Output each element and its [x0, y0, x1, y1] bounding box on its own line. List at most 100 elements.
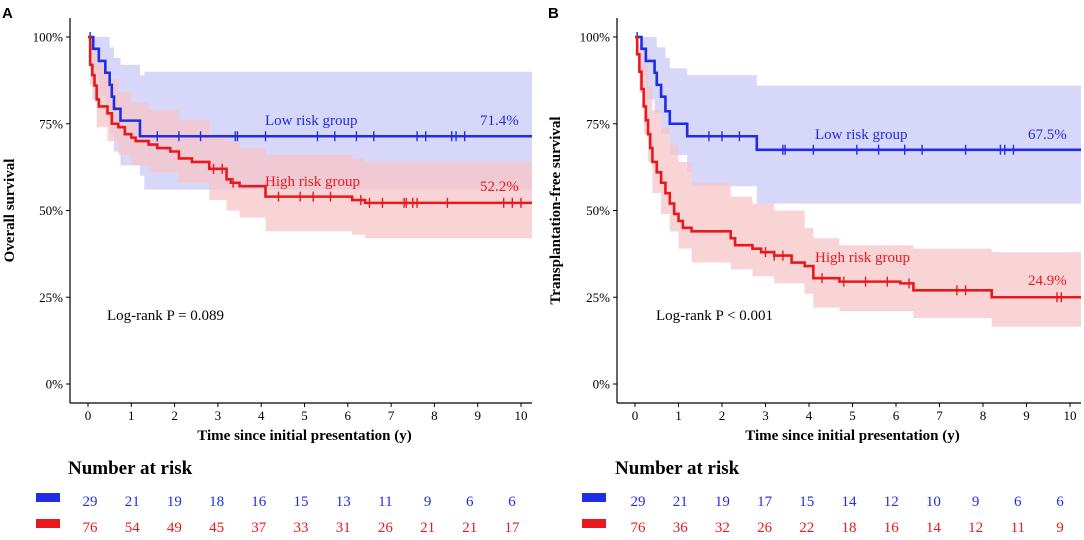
ci-band-high-risk [88, 37, 532, 239]
risk-count: 18 [209, 494, 224, 510]
risk-count: 6 [1056, 494, 1064, 510]
x-tick-label: 0 [632, 408, 639, 423]
low-risk-end-value: 67.5% [1028, 127, 1067, 143]
risk-count: 6 [466, 494, 474, 510]
risk-count: 22 [799, 520, 814, 536]
risk-count: 29 [631, 494, 646, 510]
x-tick-label: 0 [85, 408, 92, 423]
x-tick-label: 3 [215, 408, 222, 423]
risk-count: 37 [251, 520, 267, 536]
x-tick-label: 7 [936, 408, 943, 423]
x-tick-label: 2 [719, 408, 726, 423]
x-tick-label: 9 [474, 408, 481, 423]
risk-count: 54 [125, 520, 141, 536]
risk-table-title: Number at risk [68, 458, 193, 479]
risk-count: 76 [631, 520, 647, 536]
risk-count: 15 [799, 494, 814, 510]
y-tick-label: 100% [33, 30, 64, 45]
y-axis-title: Overall survival [2, 159, 18, 263]
risk-count: 49 [167, 520, 182, 536]
y-tick-label: 50% [586, 203, 610, 218]
x-tick-label: 5 [849, 408, 856, 423]
risk-count: 12 [884, 494, 899, 510]
y-tick-label: 25% [39, 290, 63, 305]
survival-curve-low-risk [635, 35, 1081, 152]
low-risk-label: Low risk group [815, 127, 908, 143]
y-axis-title: Transplantation-free survival [548, 116, 564, 304]
risk-count: 26 [378, 520, 394, 536]
x-tick-label: 8 [431, 408, 438, 423]
ci-band-low-risk [635, 37, 1081, 204]
x-tick-label: 6 [345, 408, 352, 423]
y-tick-label: 0% [46, 377, 64, 392]
risk-count: 17 [757, 494, 773, 510]
x-axis-title: Time since initial presentation (y) [197, 428, 411, 444]
x-tick-label: 1 [128, 408, 135, 423]
risk-legend-swatch-high-risk [582, 519, 606, 528]
y-tick-label: 50% [39, 203, 63, 218]
risk-count: 16 [884, 520, 900, 536]
x-tick-label: 2 [171, 408, 178, 423]
y-tick-label: 0% [593, 377, 611, 392]
panel-letter-a: A [2, 5, 13, 22]
risk-legend-swatch-high-risk [36, 519, 60, 528]
high-risk-end-value: 24.9% [1028, 273, 1067, 289]
risk-count: 19 [715, 494, 730, 510]
risk-count: 26 [757, 520, 773, 536]
x-tick-label: 4 [806, 408, 813, 423]
risk-count: 9 [1056, 520, 1064, 536]
risk-legend-swatch-low-risk [582, 493, 606, 502]
logrank-pvalue: Log-rank P = 0.089 [107, 308, 224, 324]
risk-table-title: Number at risk [615, 458, 740, 479]
risk-count: 36 [673, 520, 689, 536]
risk-count: 76 [83, 520, 99, 536]
y-tick-label: 75% [39, 116, 63, 131]
risk-count: 21 [462, 520, 477, 536]
risk-count: 19 [167, 494, 182, 510]
risk-count: 33 [294, 520, 309, 536]
y-tick-label: 25% [586, 290, 610, 305]
risk-count: 11 [1011, 520, 1025, 536]
risk-count: 13 [336, 494, 351, 510]
panel-b: B 0%25%50%75%100%0 1 2 3 4 5 6 7 8 9 10Transplanta… [548, 5, 1081, 536]
risk-count: 45 [209, 520, 224, 536]
low-risk-end-value: 71.4% [480, 113, 519, 129]
survival-curve-high-risk [88, 35, 532, 205]
x-tick-label: 4 [258, 408, 265, 423]
risk-count: 18 [842, 520, 857, 536]
risk-count: 14 [842, 494, 858, 510]
x-tick-label: 10 [1064, 408, 1077, 423]
risk-legend-swatch-low-risk [36, 493, 60, 502]
risk-count: 11 [378, 494, 392, 510]
ci-band-high-risk [635, 37, 1081, 327]
x-axis-title: Time since initial presentation (y) [745, 428, 959, 444]
low-risk-label: Low risk group [265, 113, 358, 129]
x-tick-label: 5 [301, 408, 308, 423]
panel-letter-b: B [548, 5, 559, 22]
survival-curve-high-risk [635, 35, 1081, 299]
x-tick-label: 10 [515, 408, 528, 423]
risk-count: 9 [424, 494, 432, 510]
x-tick-label: 7 [388, 408, 395, 423]
y-tick-label: 100% [580, 30, 611, 45]
risk-count: 31 [336, 520, 351, 536]
risk-count: 15 [294, 494, 309, 510]
x-tick-label: 8 [980, 408, 987, 423]
risk-count: 9 [972, 494, 980, 510]
x-tick-label: 9 [1023, 408, 1030, 423]
x-tick-label: 1 [675, 408, 682, 423]
survival-curve-low-risk [88, 35, 532, 138]
risk-count: 32 [715, 520, 730, 536]
high-risk-label: High risk group [265, 174, 360, 190]
risk-count: 10 [926, 494, 941, 510]
y-tick-label: 75% [586, 116, 610, 131]
x-tick-label: 3 [762, 408, 769, 423]
high-risk-end-value: 52.2% [480, 179, 519, 195]
risk-count: 14 [926, 520, 942, 536]
risk-count: 21 [125, 494, 140, 510]
risk-count: 6 [508, 494, 516, 510]
risk-count: 21 [673, 494, 688, 510]
risk-count: 16 [251, 494, 267, 510]
